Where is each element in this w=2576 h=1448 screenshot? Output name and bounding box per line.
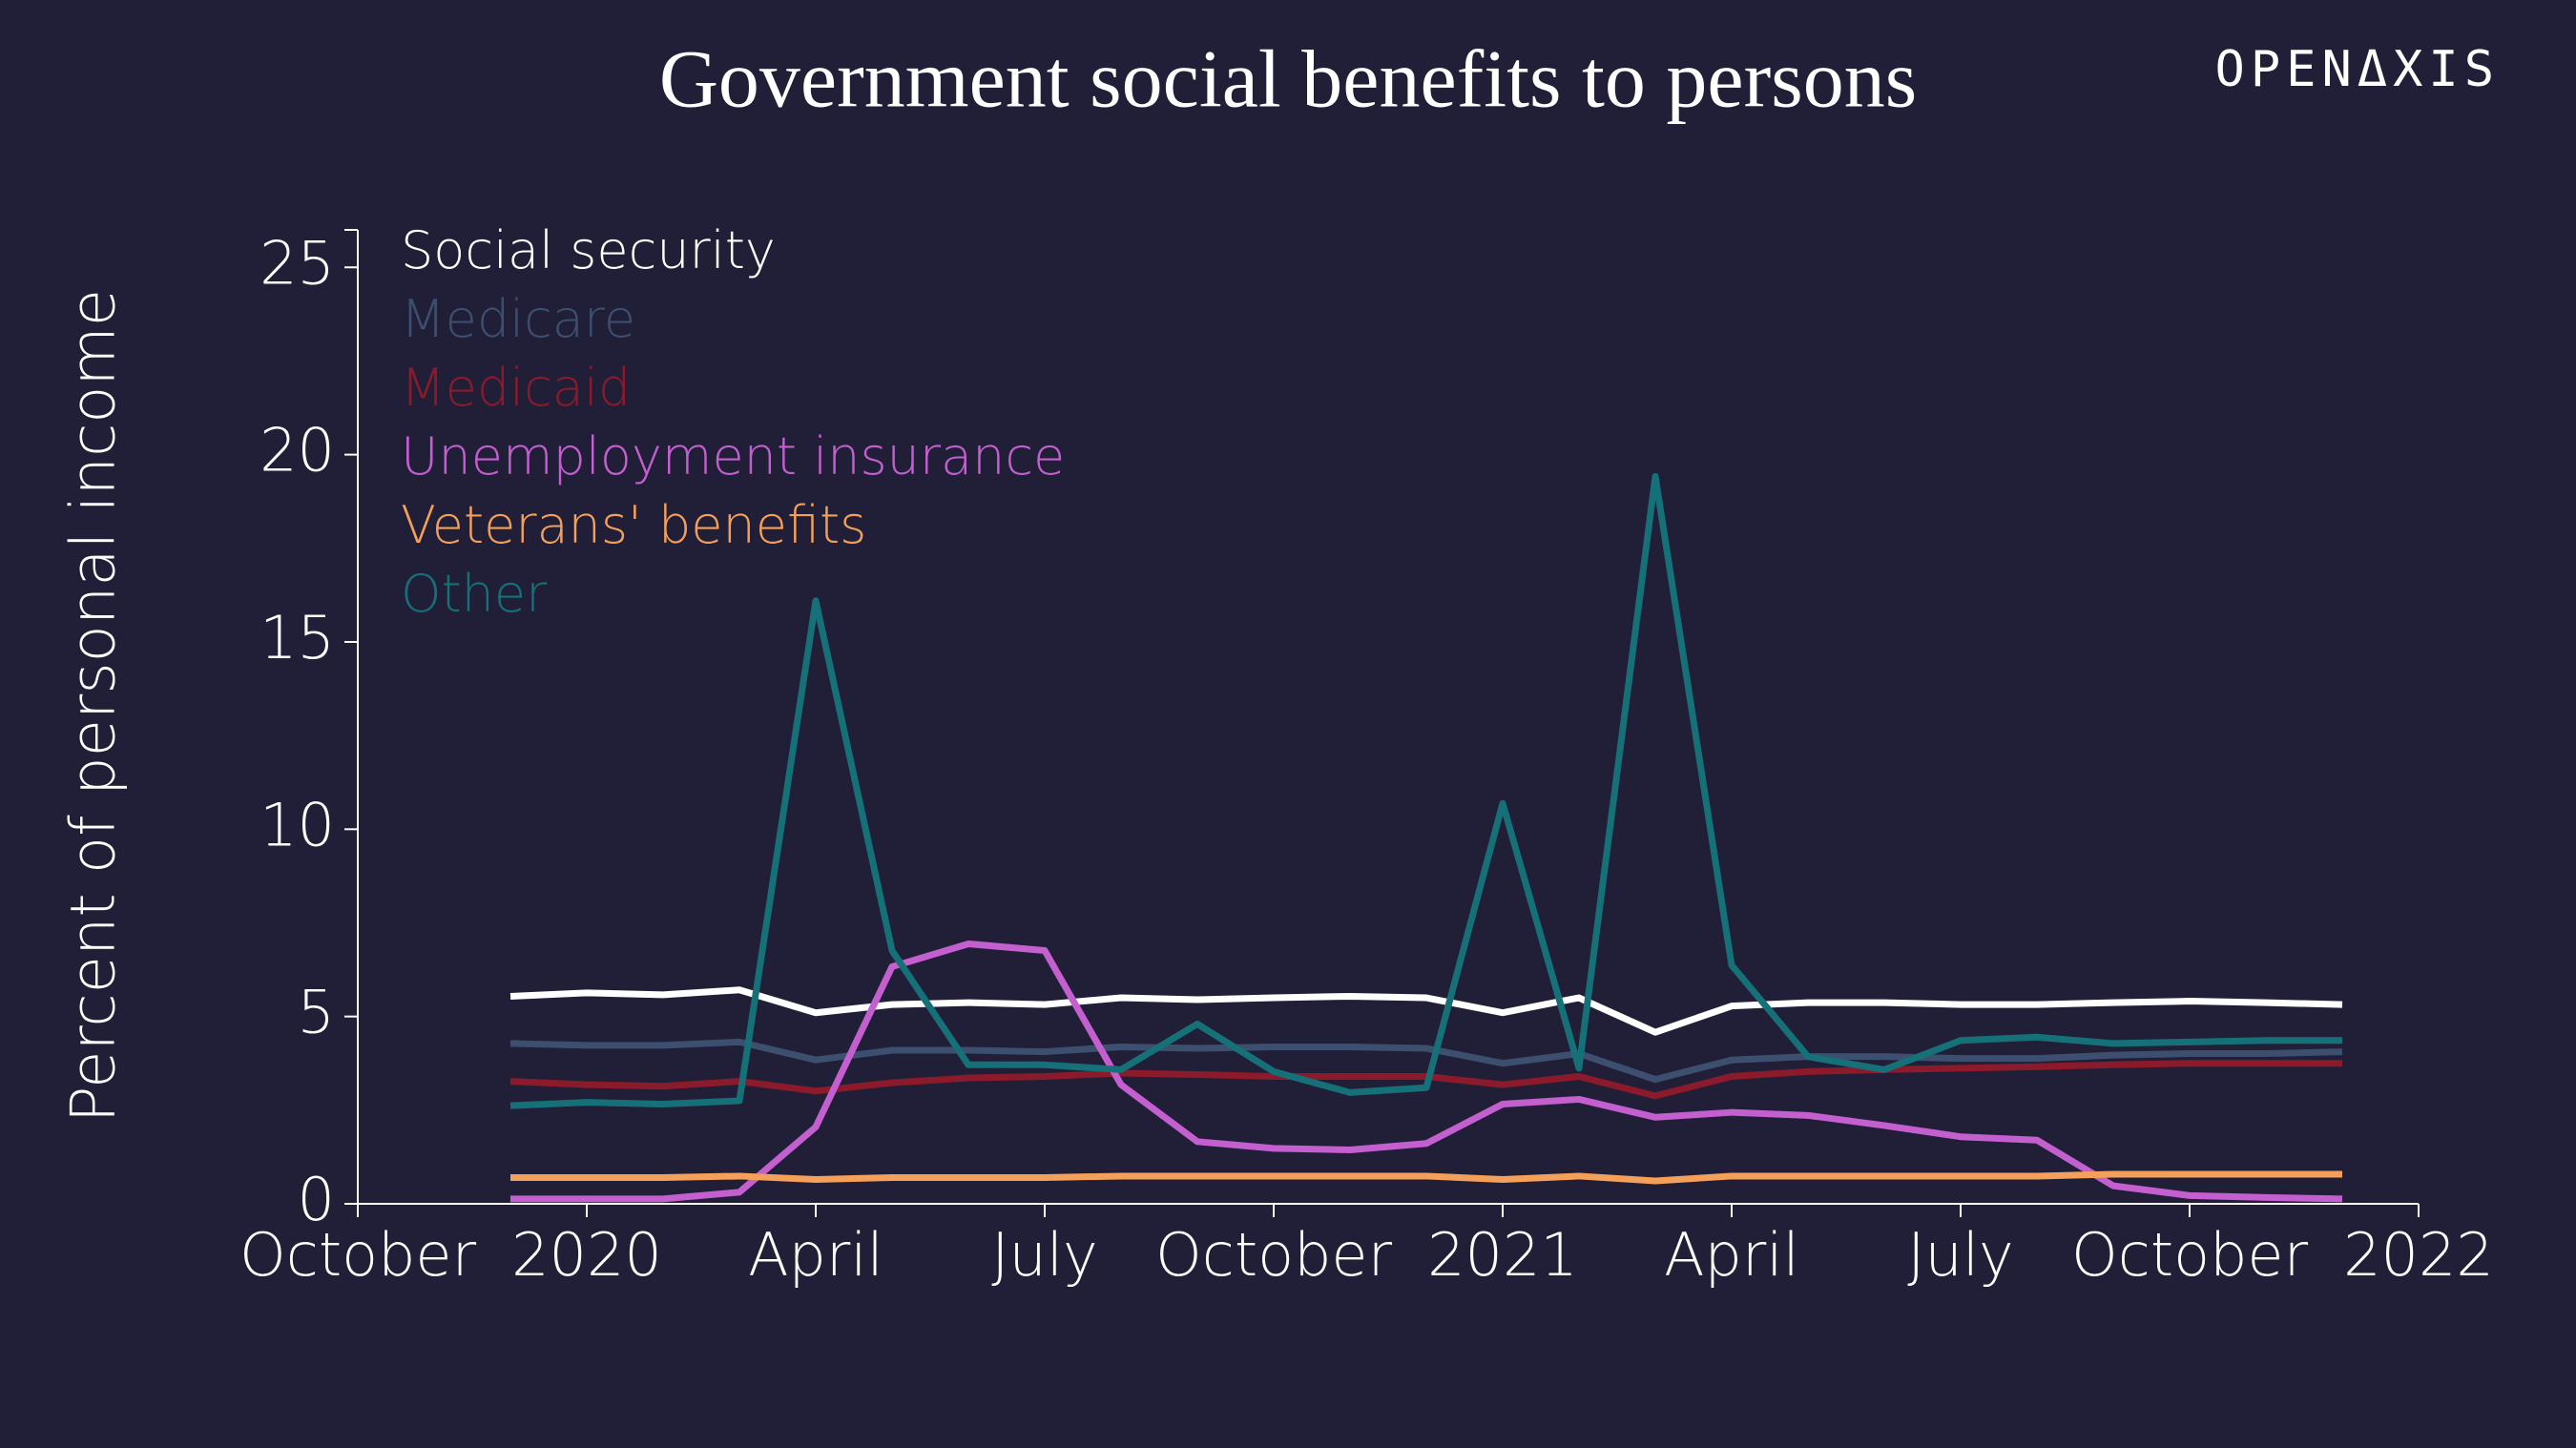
legend-entry: Medicaid — [401, 358, 631, 418]
legend-entry: Other — [401, 564, 548, 624]
series-line — [510, 1170, 2342, 1185]
legend-entry: Medicare — [401, 289, 635, 349]
y-tick-label: 20 — [260, 416, 335, 486]
x-tick-label: July — [1907, 1220, 2014, 1290]
y-axis-label: Percent of personal income — [59, 289, 130, 1123]
y-tick-label: 5 — [298, 978, 335, 1047]
x-tick-label: October — [1155, 1220, 1393, 1290]
series-line — [510, 940, 2343, 1203]
x-tick-label: October — [2071, 1220, 2309, 1290]
y-tick-label: 25 — [260, 228, 335, 298]
x-tick-label: 2021 — [1427, 1220, 1578, 1290]
x-tick-label: 2020 — [511, 1220, 662, 1290]
legend-entry: Unemployment insurance — [401, 426, 1065, 486]
y-tick-label: 15 — [260, 603, 335, 672]
y-tick-label: 10 — [260, 790, 335, 859]
series-line — [509, 472, 2342, 1109]
y-tick-label: 0 — [298, 1165, 335, 1234]
logo: OPENΔXIS — [2215, 41, 2500, 98]
x-tick-label: October — [239, 1220, 477, 1290]
legend-entry: Veterans' benefits — [401, 495, 866, 555]
x-tick-label: 2022 — [2343, 1220, 2494, 1290]
x-tick-label: April — [748, 1220, 883, 1290]
legend-entry: Social security — [401, 220, 776, 280]
x-tick-label: April — [1664, 1220, 1799, 1290]
series-line — [509, 1038, 2343, 1084]
chart-title: Government social benefits to persons — [659, 33, 1917, 125]
series-line — [509, 986, 2343, 1036]
x-tick-label: July — [991, 1220, 1098, 1290]
